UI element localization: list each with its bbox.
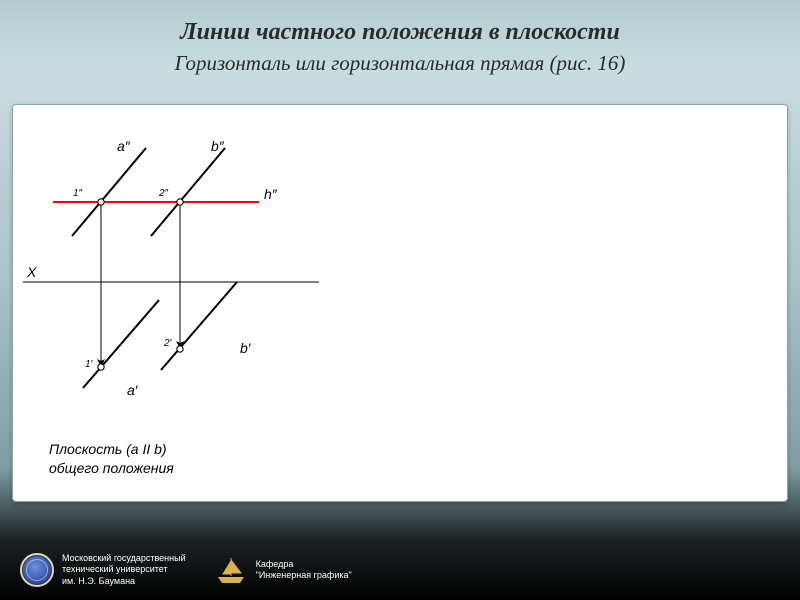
svg-text:X: X bbox=[26, 264, 37, 280]
diagram-caption: Плоскость (a II b) общего положения bbox=[49, 440, 174, 479]
oblique-lines-group bbox=[72, 148, 237, 388]
university-logo-icon bbox=[20, 553, 54, 587]
title-main: Линии частного положения в плоскости bbox=[0, 18, 800, 47]
department-logo-icon bbox=[214, 555, 248, 585]
svg-text:2″: 2″ bbox=[158, 188, 169, 199]
svg-text:b″: b″ bbox=[211, 138, 225, 154]
svg-text:2′: 2′ bbox=[163, 338, 173, 349]
svg-text:h″: h″ bbox=[264, 186, 278, 202]
slide-footer: Московский государственный технический у… bbox=[0, 540, 800, 600]
footer-org1-text: Московский государственный технический у… bbox=[62, 553, 186, 587]
svg-text:1″: 1″ bbox=[73, 188, 83, 199]
diagram-panel: Xa″ b″ a′ b′ h″ 1″ 2″ 1′ 2′ Плоскость (a II b) о… bbox=[12, 104, 788, 502]
svg-text:1′: 1′ bbox=[85, 359, 94, 370]
footer-org2-text: Кафедра "Инженерная графика" bbox=[256, 559, 352, 582]
diagram-labels: Xa″ b″ a′ b′ h″ 1″ 2″ 1′ 2′ bbox=[26, 138, 278, 398]
svg-text:a″: a″ bbox=[117, 138, 131, 154]
title-block: Линии частного положения в плоскости Гор… bbox=[0, 0, 800, 76]
footer-org1: Московский государственный технический у… bbox=[20, 553, 186, 587]
title-subtitle: Горизонталь или горизонтальная прямая (р… bbox=[0, 51, 800, 76]
svg-text:a′: a′ bbox=[127, 382, 139, 398]
svg-text:b′: b′ bbox=[240, 340, 252, 356]
footer-org2: Кафедра "Инженерная графика" bbox=[214, 555, 352, 585]
ship-hull-icon bbox=[218, 577, 244, 583]
slide: Линии частного положения в плоскости Гор… bbox=[0, 0, 800, 600]
